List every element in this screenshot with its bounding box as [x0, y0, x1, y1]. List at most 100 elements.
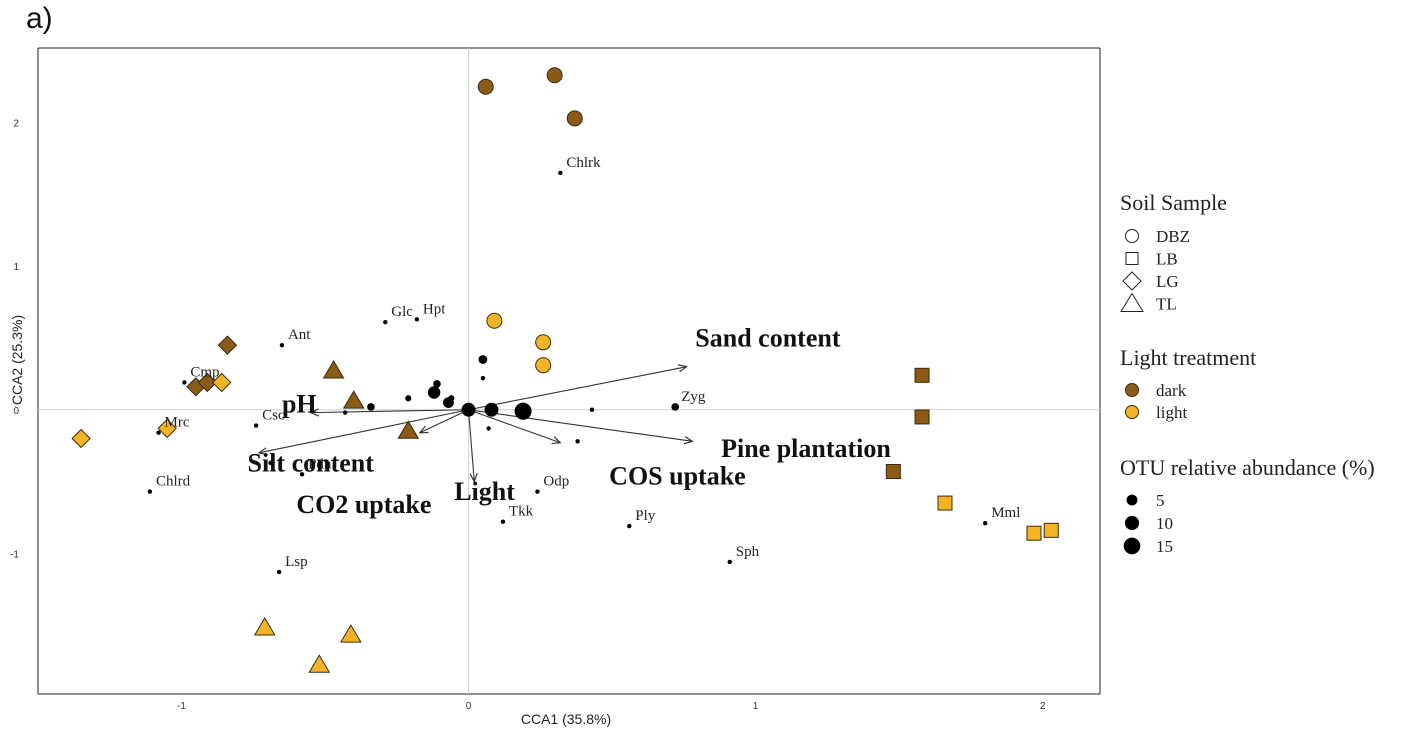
x-axis-label: CCA1 (35.8%) [521, 711, 611, 727]
otu-point [671, 403, 680, 411]
y-tick-label: -1 [10, 549, 19, 560]
sample-point-dbz-light [535, 334, 552, 351]
sample-point-lg-dark [197, 372, 218, 393]
sample-point-lg-light [157, 418, 177, 439]
legend-treatment-icon [1125, 383, 1139, 397]
sample-point-tl-dark [342, 390, 365, 409]
otu-point [727, 559, 732, 565]
legend-site-label: DBZ [1156, 227, 1190, 246]
otu-point [448, 395, 455, 402]
sample-point-lb-light [1043, 522, 1059, 538]
otu-label: Cmp [190, 364, 219, 380]
legend-site-item: LG [1122, 271, 1179, 291]
otu-label: Csc [262, 408, 285, 424]
legend-site-item: LB [1125, 250, 1178, 269]
otu-point [268, 460, 273, 466]
otu-point [514, 402, 532, 420]
x-tick-label: 1 [753, 701, 759, 712]
sample-point-tl-light [308, 654, 331, 673]
legend-otu-size-item: 15 [1123, 537, 1173, 556]
otu-point [500, 519, 506, 524]
legend-light-title: Light treatment [1120, 345, 1256, 370]
legend-site-label: TL [1156, 295, 1177, 314]
legend-site-item: DBZ [1125, 227, 1190, 246]
otu-point [982, 520, 988, 526]
env-vector-labels: Sand content pH Silt content CO2 uptake Ligh… [248, 324, 892, 520]
otu-label: Tkk [509, 504, 534, 520]
otu-point [627, 523, 632, 529]
plot-frame [37, 47, 1101, 695]
env-vector-label: Light [454, 477, 515, 506]
y-tick-label: 2 [13, 119, 19, 130]
otu-point [299, 472, 305, 477]
otu-label: Mml [991, 505, 1020, 521]
legend-square-icon [1125, 252, 1139, 265]
otu-point [589, 407, 595, 412]
env-vector-label: CO2 uptake [296, 490, 431, 519]
env-vector-label: Silt content [248, 448, 375, 477]
y-tick-label: 0 [13, 406, 19, 417]
otu-point [575, 439, 580, 444]
legend-otu-dot [1123, 537, 1141, 555]
legend-soil-title: Soil Sample [1120, 190, 1227, 215]
sample-point-lg-light [211, 372, 232, 393]
x-tick-label: -1 [177, 701, 186, 712]
otu-point [480, 375, 486, 381]
env-vector-arrow [467, 409, 475, 482]
legend-treatment-item: light [1125, 403, 1187, 422]
legend-otu-size-label: 15 [1156, 537, 1173, 556]
sample-point-tl-light [339, 624, 362, 643]
otu-label: Zyg [681, 389, 706, 405]
sample-point-lb-light [1026, 525, 1042, 541]
sample-point-tl-dark [397, 420, 420, 439]
otu-point [558, 170, 563, 176]
env-vector-label: Pine plantation [721, 434, 891, 463]
legend-treatment-icon [1125, 405, 1139, 419]
env-vector-arrow [311, 410, 469, 413]
otu-point [535, 489, 540, 494]
legend-otu-size-item: 5 [1126, 491, 1165, 510]
otu-label: Lsp [285, 554, 308, 570]
otu-point [461, 402, 476, 417]
legend-treatment-label: dark [1156, 381, 1187, 400]
otu-point [405, 395, 412, 402]
otu-point [156, 430, 161, 435]
legend-otu-dot [1124, 515, 1140, 531]
otu-label: Ant [288, 327, 311, 343]
legend-otu-size-label: 10 [1156, 514, 1173, 533]
otu-label: Chlrd [156, 474, 191, 490]
otu-point [276, 569, 282, 575]
otu-label: Chlrk [566, 155, 601, 171]
legend-site-label: LB [1156, 250, 1178, 269]
sample-point-tl-dark [322, 360, 345, 379]
sample-point-tl-light [253, 616, 276, 636]
legend: Soil Sample DBZ LB LG TL Light treatment dark l… [1120, 190, 1375, 556]
legend-site-label: LG [1156, 272, 1179, 291]
otu-label: Hpt [423, 301, 446, 317]
otu-point [433, 380, 441, 388]
otu-point [279, 342, 285, 348]
otu-point [414, 317, 420, 322]
legend-otu-size-item: 10 [1124, 514, 1173, 533]
sample-point-lg-dark [217, 335, 238, 355]
otu-point [478, 355, 488, 364]
legend-treatment-item: dark [1125, 381, 1187, 400]
y-tick-label: 1 [13, 262, 19, 273]
legend-diamond-icon [1122, 271, 1142, 291]
sample-point-lb-dark [914, 367, 930, 383]
otu-point [383, 319, 388, 325]
otu-point [182, 380, 187, 385]
sample-point-lb-dark [914, 409, 930, 425]
otu-label: Pdn [308, 456, 332, 472]
sample-point-lb-light [937, 495, 953, 511]
otu-label: Sph [736, 544, 760, 560]
otu-point [367, 403, 375, 411]
legend-triangle-icon [1120, 292, 1144, 312]
otu-point [342, 410, 348, 415]
otu-point [427, 386, 441, 399]
legend-circle-icon [1125, 229, 1139, 243]
otu-label: Odp [543, 474, 569, 490]
legend-treatment-label: light [1156, 403, 1187, 422]
legend-otu-dot [1126, 494, 1138, 506]
